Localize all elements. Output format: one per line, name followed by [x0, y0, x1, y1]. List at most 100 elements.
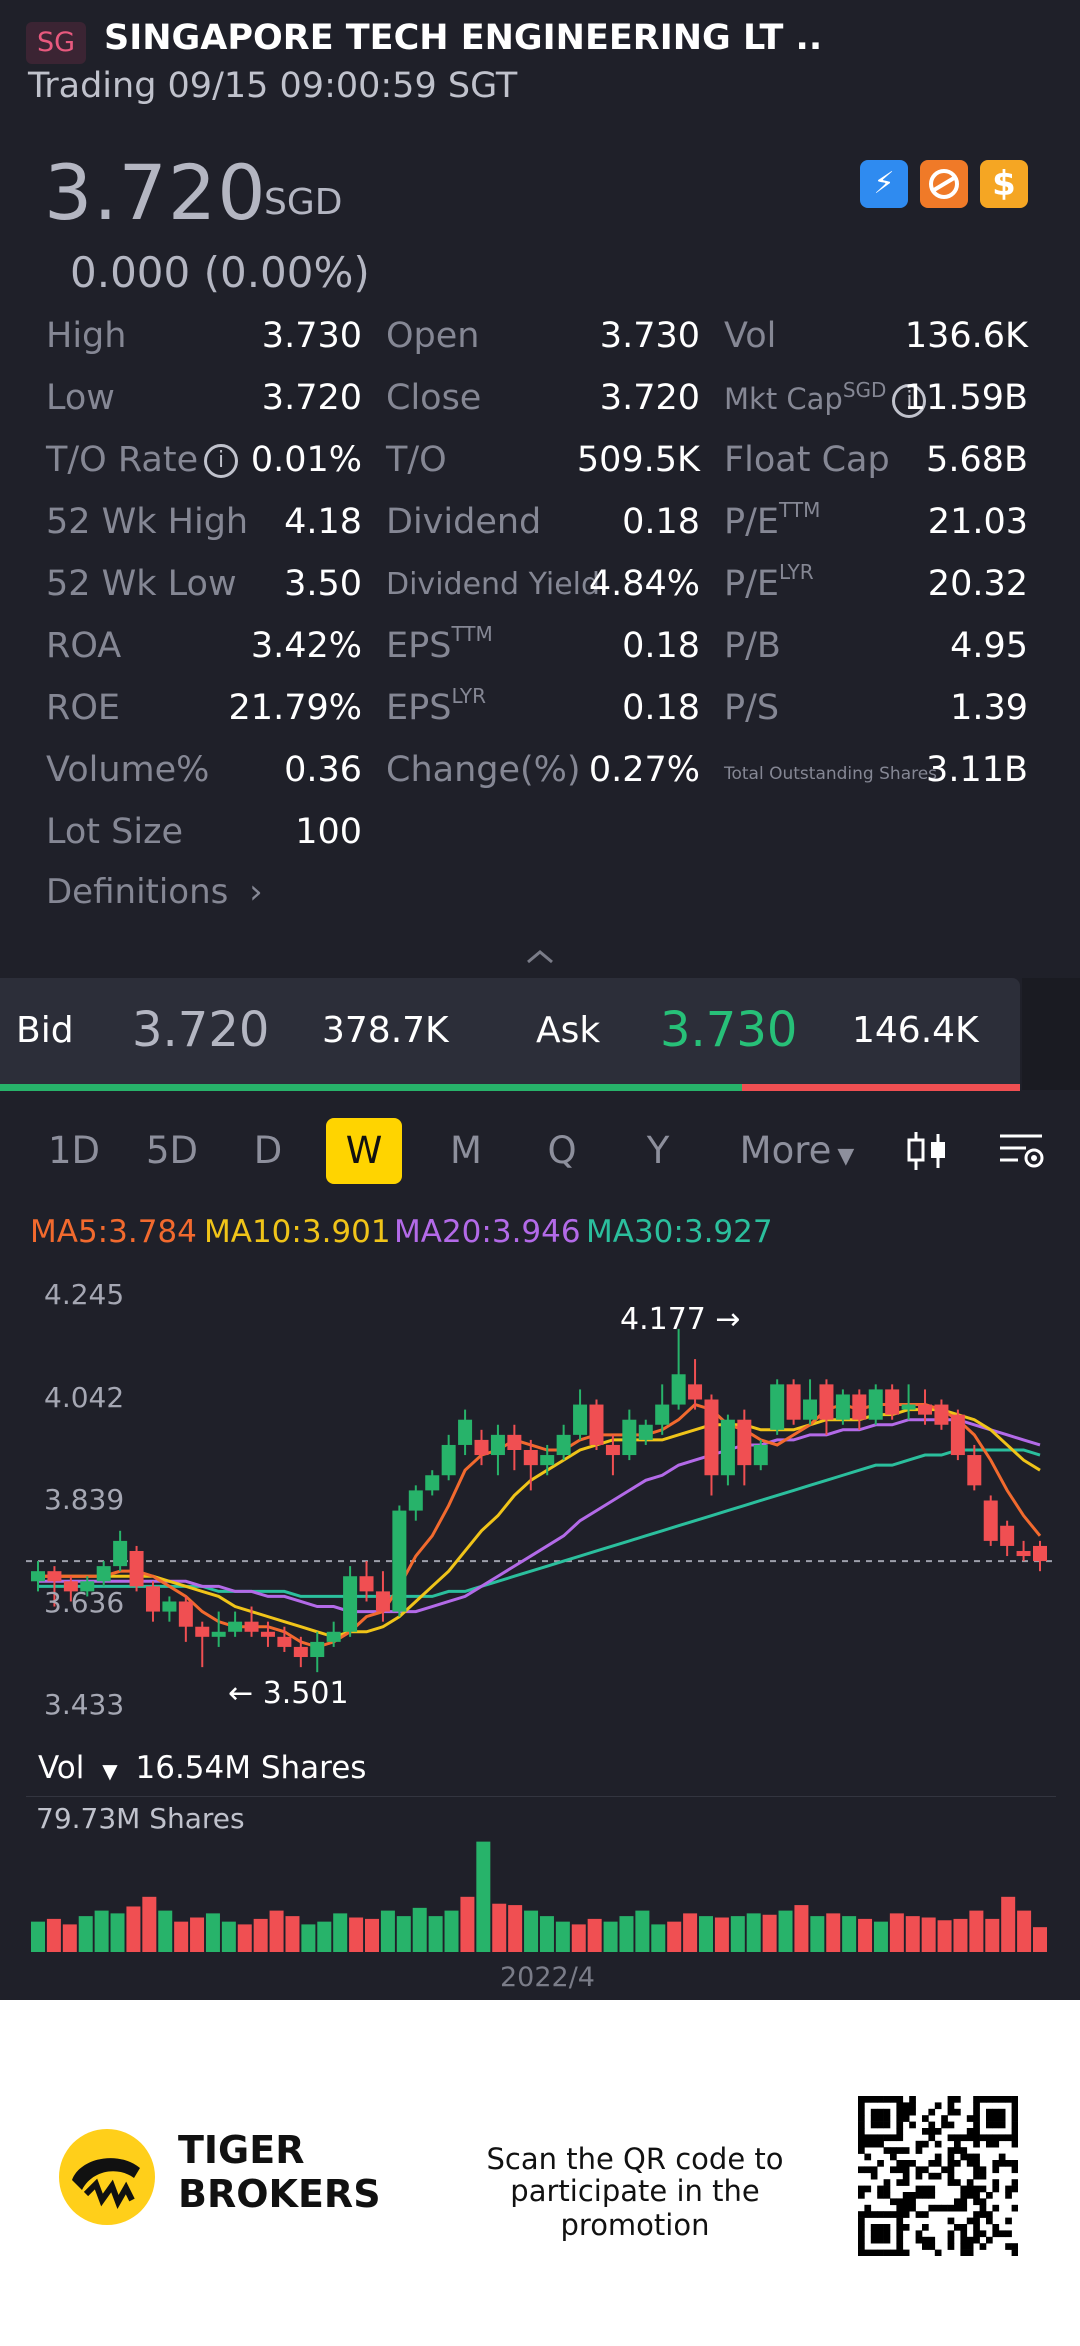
info-icon[interactable]: i: [892, 384, 927, 418]
tab-5d[interactable]: 5D: [145, 1129, 199, 1172]
volume-bar: [810, 1916, 825, 1952]
qr-module: [909, 2160, 916, 2167]
tab-d[interactable]: D: [253, 1129, 283, 1172]
lightning-1-icon[interactable]: ⚡: [860, 160, 908, 208]
qr-module: [973, 2115, 980, 2122]
options-icon[interactable]: [920, 160, 968, 208]
candle: [967, 1444, 982, 1491]
qr-module: [883, 2108, 891, 2116]
candle-body: [1000, 1525, 1015, 1546]
high-marker: 4.177 →: [620, 1302, 741, 1337]
chart-settings-icon[interactable]: [996, 1126, 1048, 1176]
volume-bar: [349, 1917, 364, 1952]
qr-module: [909, 2192, 916, 2199]
ask-price: 3.730: [660, 1002, 798, 1058]
qr-module: [1011, 2134, 1019, 2142]
qr-module: [1005, 2185, 1012, 2193]
volume-bar: [873, 1921, 888, 1952]
volume-bar: [174, 1921, 189, 1952]
qr-module: [947, 2230, 955, 2238]
candle: [852, 1389, 867, 1430]
collapse-arrow-icon[interactable]: [520, 940, 560, 970]
candle: [983, 1495, 998, 1546]
qr-module: [890, 2198, 897, 2206]
qr-module: [915, 2211, 923, 2218]
candle-body: [967, 1455, 982, 1486]
ma5-legend: MA5:3.784: [30, 1214, 197, 1250]
tab-q[interactable]: Q: [547, 1129, 577, 1172]
candle: [359, 1561, 374, 1602]
qr-module: [979, 2134, 987, 2142]
stat-label-text: EPS: [386, 688, 452, 728]
col1-label-1: Low: [46, 378, 115, 418]
stat-label-text: P/E: [724, 564, 780, 604]
volume-bar: [253, 1918, 268, 1952]
qr-module: [934, 2102, 942, 2110]
qr-module: [902, 2102, 910, 2110]
candle-body: [1016, 1550, 1031, 1557]
bid-ask-bar[interactable]: [0, 978, 1020, 1090]
definitions-link[interactable]: Definitions ›: [46, 872, 263, 912]
qr-module: [954, 2140, 961, 2148]
volume-bar: [285, 1916, 300, 1952]
qr-module: [960, 2204, 968, 2212]
candle: [688, 1359, 703, 1410]
col1-value-3: 4.18: [284, 502, 362, 542]
qr-module: [966, 2236, 974, 2244]
stat-label-sup: LYR: [451, 684, 487, 708]
qr-module: [890, 2249, 897, 2257]
col1-label-7: Volume%: [46, 750, 209, 790]
qr-module: [1011, 2204, 1019, 2212]
candle-body: [983, 1500, 998, 1541]
candle: [96, 1561, 111, 1587]
tab-w[interactable]: W: [326, 1118, 402, 1184]
qr-module: [998, 2108, 1006, 2116]
qr-module: [1011, 2128, 1019, 2135]
qr-module: [877, 2249, 884, 2257]
tab-y[interactable]: Y: [646, 1129, 670, 1172]
tab-1d[interactable]: 1D: [47, 1129, 101, 1172]
tab-more[interactable]: More ▼: [732, 1118, 862, 1184]
col3-label-1[interactable]: Mkt CapSGD i: [724, 378, 927, 418]
dollar-icon[interactable]: $: [980, 160, 1028, 208]
qr-module: [858, 2140, 865, 2148]
qr-module: [973, 2211, 980, 2218]
qr-module: [896, 2204, 904, 2212]
volume-bar: [317, 1921, 332, 1952]
qr-module: [947, 2108, 955, 2116]
qr-module: [870, 2134, 878, 2142]
col3-value-4: 20.32: [927, 564, 1028, 604]
qr-module: [858, 2147, 865, 2154]
qr-module: [960, 2230, 968, 2238]
volume-bar: [110, 1913, 125, 1952]
candle-body: [934, 1404, 949, 1425]
volume-bar: [476, 1841, 491, 1952]
col2-value-0: 3.730: [599, 316, 700, 356]
qr-module: [883, 2249, 891, 2257]
qr-module: [998, 2134, 1006, 2142]
volume-bar: [746, 1913, 761, 1952]
qr-module: [998, 2115, 1006, 2122]
volume-indicator-toggle[interactable]: Vol ▼ 16.54M Shares: [38, 1750, 366, 1786]
col3-label-7: Total Outstanding Shares: [724, 764, 937, 784]
qr-module: [947, 2134, 955, 2142]
col1-label-2[interactable]: T/O Rate i: [46, 440, 239, 480]
qr-module: [1005, 2134, 1012, 2142]
volume-chart[interactable]: [0, 1800, 1080, 1956]
candle-type-icon[interactable]: [902, 1126, 952, 1176]
stat-label-text: T/O: [386, 440, 447, 480]
candle: [720, 1414, 735, 1486]
tab-m[interactable]: M: [450, 1129, 482, 1172]
qr-module: [928, 2185, 936, 2193]
candle-body: [950, 1414, 965, 1456]
candle-body: [293, 1646, 308, 1658]
candle-body: [638, 1424, 653, 1440]
candlestick-chart[interactable]: [0, 1270, 1080, 1730]
candle-body: [359, 1576, 374, 1592]
info-icon[interactable]: i: [204, 444, 239, 478]
ma20-line: [38, 1418, 1041, 1614]
stat-label-sup: TTM: [451, 622, 493, 646]
qr-code-icon[interactable]: [858, 2096, 1019, 2257]
x-axis-label: 2022/4: [500, 1962, 595, 1993]
qr-module: [1011, 2121, 1019, 2129]
